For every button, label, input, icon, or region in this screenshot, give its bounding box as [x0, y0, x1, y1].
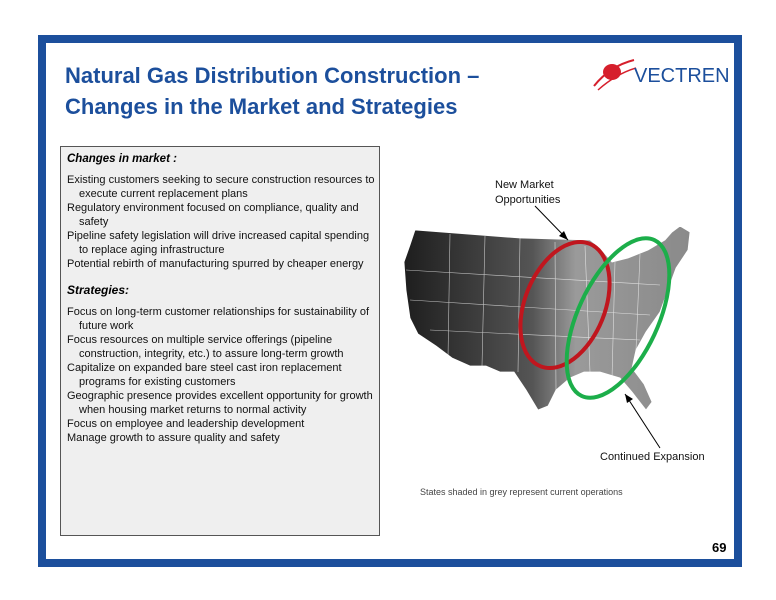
bullet-item: Geographic presence provides excellent o…: [67, 390, 373, 416]
title-line: Natural Gas Distribution Construction –: [65, 63, 480, 88]
section-heading: Strategies:: [67, 283, 130, 297]
logo: VECTREN: [593, 59, 730, 91]
bullet-item: Focus on long-term customer relationship…: [67, 306, 370, 332]
bullet-item: Regulatory environment focused on compli…: [67, 202, 359, 228]
text-box: Changes in market : Existing customers se…: [60, 146, 380, 536]
map-label: Continued Expansion: [600, 451, 705, 463]
title-line: Changes in the Market and Strategies: [65, 94, 458, 119]
bullet-item: Focus resources on multiple service offe…: [67, 334, 344, 360]
title: Natural Gas Distribution Construction – …: [65, 60, 479, 122]
section-heading: Changes in market :: [67, 153, 177, 165]
bullet-item: Existing customers seeking to secure con…: [67, 174, 375, 200]
bullet-item: Potential rebirth of manufacturing spurr…: [67, 258, 364, 270]
page-number: 69: [712, 540, 727, 555]
bullet-item: Focus on employee and leadership develop…: [67, 418, 305, 430]
bullet-item: Capitalize on expanded bare steel cast i…: [67, 362, 342, 388]
logo-text: VECTREN: [634, 65, 730, 87]
map-label: New Market Opportunities: [495, 179, 561, 206]
bullet-item: Pipeline safety legislation will drive i…: [67, 230, 370, 256]
bullet-item: Manage growth to assure quality and safe…: [67, 432, 280, 444]
caption: States shaded in grey represent current …: [420, 487, 623, 497]
